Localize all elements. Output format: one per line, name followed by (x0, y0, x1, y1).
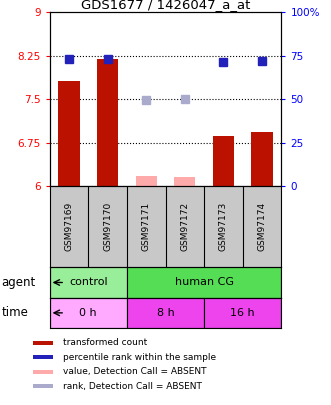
Bar (252, 132, 273, 186)
Text: control: control (69, 277, 108, 288)
Text: percentile rank within the sample: percentile rank within the sample (63, 353, 216, 362)
Title: GDS1677 / 1426047_a_at: GDS1677 / 1426047_a_at (81, 0, 250, 11)
Text: GSM97170: GSM97170 (103, 202, 112, 252)
Text: time: time (2, 306, 28, 320)
Text: transformed count: transformed count (63, 338, 147, 347)
Text: 0 h: 0 h (79, 308, 97, 318)
Text: 8 h: 8 h (157, 308, 174, 318)
Bar (50, 298, 127, 328)
Bar (97, 59, 118, 186)
Text: GSM97174: GSM97174 (258, 202, 266, 252)
Text: GSM97172: GSM97172 (180, 202, 189, 252)
Text: rank, Detection Call = ABSENT: rank, Detection Call = ABSENT (63, 382, 202, 391)
Text: agent: agent (2, 276, 36, 289)
Text: value, Detection Call = ABSENT: value, Detection Call = ABSENT (63, 367, 207, 376)
Bar (50, 267, 127, 298)
Bar (174, 177, 195, 186)
Text: GSM97169: GSM97169 (65, 202, 73, 252)
Text: GSM97171: GSM97171 (142, 202, 151, 252)
Bar (127, 298, 204, 328)
Bar (213, 136, 234, 186)
Text: 16 h: 16 h (230, 308, 255, 318)
Text: GSM97173: GSM97173 (219, 202, 228, 252)
Bar (204, 298, 281, 328)
Text: human CG: human CG (175, 277, 234, 288)
Bar (136, 176, 157, 186)
Bar (127, 267, 281, 298)
Bar (58, 81, 79, 186)
